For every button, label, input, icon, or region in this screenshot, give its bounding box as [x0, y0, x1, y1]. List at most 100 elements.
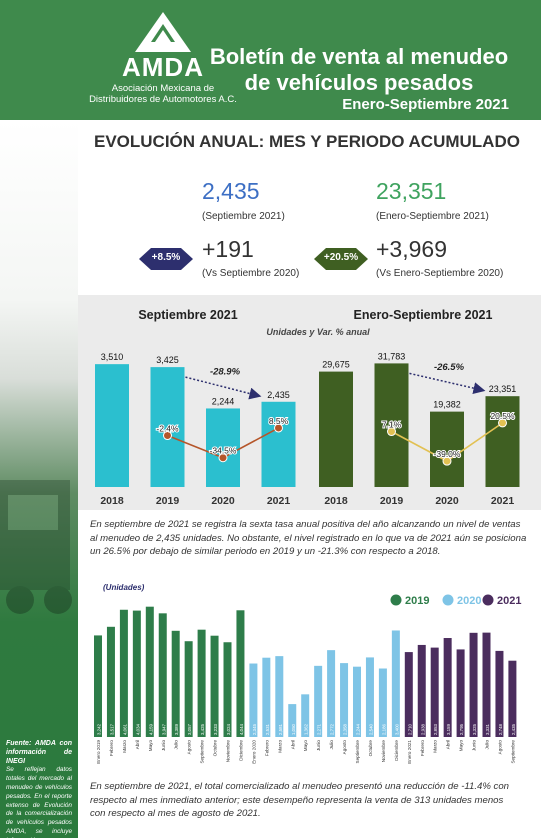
amda-logo: AMDA Asociación Mexicana de Distribuidor…: [88, 10, 238, 114]
monthly-value-label: 4,044: [239, 723, 244, 735]
source-note: Fuente: AMDA con información de INEGI Se…: [6, 740, 72, 838]
monthly-tick-label: Febrero: [264, 740, 269, 757]
annual-chart-title-1: Enero-Septiembre 2021: [354, 308, 493, 322]
monthly-value-label: 3,325: [472, 723, 477, 735]
annual-bar-0-2020: [206, 408, 240, 487]
monthly-bar-7: [184, 641, 193, 737]
annual-pct-label: 8.5%: [269, 416, 289, 426]
annual-tick-label: 2020: [211, 495, 235, 507]
source-title: Fuente: AMDA con información de INEGI: [6, 740, 72, 765]
monthly-bar-24: [404, 652, 413, 737]
annual-value-label: 2,244: [212, 396, 235, 406]
annual-bar-0-2021: [261, 401, 296, 487]
monthly-value-label: 3,425: [200, 723, 205, 735]
kpi-month-label: (Septiembre 2021): [202, 211, 285, 222]
monthly-tick-label: Agosto: [187, 740, 192, 755]
annual-pct-label: 20.5%: [490, 411, 515, 421]
monthly-value-label: 2,244: [356, 723, 361, 735]
annual-pct-point: [498, 418, 507, 428]
monthly-ylabel: (Unidades): [103, 583, 145, 592]
monthly-tick-label: Septiembre: [200, 740, 205, 764]
page-title: Boletín de venta al menudeo de vehículos…: [209, 44, 509, 95]
monthly-value-label: 4,034: [135, 723, 140, 735]
monthly-tick-label: Abril: [290, 740, 295, 749]
logo-subtitle-1: Asociación Mexicana de: [111, 83, 215, 94]
monthly-value-label: 2,435: [511, 723, 516, 735]
monthly-value-label: 2,531: [265, 723, 270, 735]
annual-pct-label: 7.1%: [382, 420, 402, 430]
monthly-value-label: 2,271: [317, 723, 322, 735]
legend-label-2021: 2021: [497, 595, 521, 607]
annual-value-label: 23,351: [489, 384, 517, 394]
monthly-value-label: 3,057: [187, 723, 192, 735]
monthly-tick-label: Junio: [316, 740, 321, 751]
monthly-value-label: 2,186: [381, 723, 386, 735]
monthly-tick-label: Julio: [485, 740, 490, 750]
monthly-bar-21: [365, 657, 374, 737]
monthly-tick-label: Septiembre: [355, 740, 360, 764]
kpi-month-badge: +8.5%: [139, 248, 193, 270]
monthly-chart: (Unidades) 2019 2020 2021 3,242 Enero 2019 3,5…: [94, 583, 521, 764]
monthly-tick-label: Enero 2020: [251, 740, 256, 764]
monthly-tick-label: Febrero: [420, 740, 425, 757]
annual-pct-label: -34.5%: [210, 446, 237, 456]
kpi-month-value: 2,435: [202, 178, 260, 204]
annual-pct-point: [442, 456, 452, 466]
monthly-bar-22: [378, 668, 387, 737]
logo-subtitle-2: Distribuidores de Automotores A.C.: [89, 94, 237, 105]
annual-bar-0-2018: [95, 364, 129, 487]
monthly-tick-label: Junio: [161, 740, 166, 751]
legend-marker-2021: [482, 594, 494, 606]
monthly-value-label: 3,242: [97, 723, 102, 735]
legend-marker-2020: [442, 594, 454, 606]
annual-charts: Unidades y Var. % anual Septiembre 2021 3,…: [95, 308, 520, 507]
monthly-value-label: 3,400: [394, 723, 399, 735]
monthly-bar-29: [469, 632, 478, 737]
annual-pct-point: [274, 423, 283, 433]
monthly-tick-label: Agosto: [342, 740, 347, 755]
kpi-month-delta-label: (Vs Septiembre 2020): [202, 268, 300, 279]
kpi-period-value: 23,351: [376, 178, 447, 204]
monthly-bar-20: [353, 666, 361, 737]
left-sidebar: Fuente: AMDA con información de INEGI Se…: [0, 120, 78, 838]
annual-tick-label: 2019: [380, 495, 404, 507]
monthly-tick-label: Septiembre: [510, 740, 515, 764]
monthly-tick-label: Noviembre: [381, 740, 386, 763]
monthly-value-label: 3,159: [446, 723, 451, 735]
annual-value-label: 29,675: [322, 360, 350, 370]
header-banner: AMDA Asociación Mexicana de Distribuidor…: [0, 0, 541, 120]
annual-tick-label: 2021: [491, 495, 515, 507]
monthly-value-label: 3,517: [109, 723, 114, 735]
monthly-value-label: 2,938: [420, 723, 425, 735]
monthly-bar-23: [391, 630, 400, 737]
monthly-value-label: 2,853: [433, 723, 438, 735]
monthly-tick-label: Marzo: [277, 740, 282, 753]
monthly-tick-label: Octubre: [213, 740, 218, 757]
monthly-bar-19: [340, 663, 349, 737]
monthly-bar-26: [430, 647, 439, 737]
monthly-bar-1: [106, 626, 115, 737]
mountain-logo-icon: [135, 12, 191, 52]
monthly-bar-9: [210, 635, 219, 737]
annual-trend-label: -28.9%: [210, 366, 241, 377]
annual-bar-1-2018: [319, 371, 353, 487]
monthly-bar-12: [249, 663, 258, 737]
annual-pct-point: [218, 453, 228, 463]
annual-tick-label: 2020: [435, 495, 459, 507]
monthly-tick-label: Abril: [446, 740, 451, 749]
annual-tick-label: 2018: [100, 495, 124, 507]
paragraph-annual: En septiembre de 2021 se registra la sex…: [90, 519, 527, 557]
annual-trend-arrow-1: [409, 372, 486, 395]
monthly-tick-label: Marzo: [433, 740, 438, 753]
monthly-value-label: 4,159: [148, 723, 153, 735]
annual-bar-1-2019: [374, 363, 409, 487]
annual-bar-0-2019: [150, 367, 185, 487]
monthly-tick-label: Junio: [472, 740, 477, 751]
monthly-tick-label: Marzo: [122, 740, 127, 753]
monthly-value-label: 4,061: [122, 723, 127, 735]
annual-tick-label: 2021: [267, 495, 291, 507]
monthly-tick-label: Febrero: [109, 740, 114, 757]
kpi-period-badge: +20.5%: [314, 248, 368, 270]
annual-pct-label: -2.4%: [156, 424, 179, 434]
